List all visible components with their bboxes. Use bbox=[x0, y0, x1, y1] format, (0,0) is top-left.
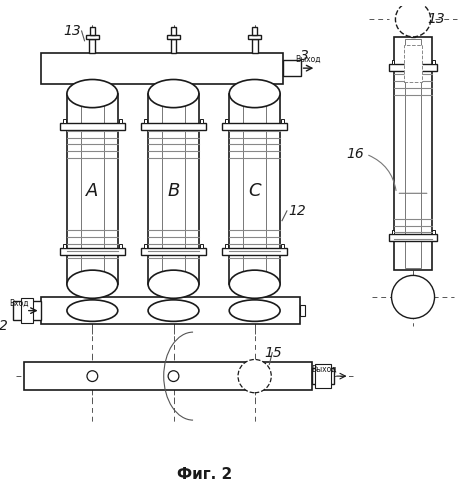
Bar bbox=[251, 39, 257, 52]
Bar bbox=[431, 60, 434, 64]
Text: B: B bbox=[167, 182, 179, 200]
Bar bbox=[81, 96, 104, 282]
Circle shape bbox=[249, 370, 259, 382]
Bar bbox=[403, 44, 421, 82]
Ellipse shape bbox=[229, 300, 279, 322]
Ellipse shape bbox=[67, 300, 118, 322]
Bar bbox=[144, 119, 147, 123]
Ellipse shape bbox=[229, 270, 279, 298]
Bar bbox=[315, 364, 330, 388]
Bar bbox=[40, 52, 282, 84]
Bar bbox=[63, 244, 66, 248]
Bar bbox=[248, 35, 261, 39]
Text: 3: 3 bbox=[299, 50, 308, 64]
Bar bbox=[21, 298, 33, 324]
Bar bbox=[410, 29, 415, 37]
Bar bbox=[119, 244, 121, 248]
Bar bbox=[119, 119, 121, 123]
Bar bbox=[24, 362, 312, 390]
Bar bbox=[63, 119, 66, 123]
FancyArrowPatch shape bbox=[368, 156, 395, 190]
Text: C: C bbox=[248, 182, 260, 200]
Bar bbox=[171, 27, 176, 35]
Bar bbox=[148, 94, 198, 284]
Text: 16: 16 bbox=[346, 147, 363, 161]
Bar bbox=[225, 244, 228, 248]
Bar bbox=[222, 248, 287, 255]
Bar bbox=[89, 27, 95, 35]
Circle shape bbox=[395, 2, 430, 37]
Bar bbox=[299, 305, 304, 316]
Bar bbox=[282, 60, 300, 76]
Bar bbox=[312, 368, 333, 384]
Bar bbox=[252, 27, 257, 35]
Bar bbox=[13, 301, 40, 320]
Bar bbox=[170, 39, 176, 52]
Circle shape bbox=[168, 370, 178, 382]
Bar bbox=[404, 39, 420, 268]
Ellipse shape bbox=[67, 270, 118, 298]
Ellipse shape bbox=[148, 300, 198, 322]
Text: A: A bbox=[86, 182, 99, 200]
Bar bbox=[85, 35, 99, 39]
Text: 13: 13 bbox=[427, 12, 445, 26]
Bar bbox=[162, 96, 185, 282]
Bar bbox=[60, 248, 124, 255]
Text: Выход: Выход bbox=[311, 365, 336, 374]
Bar bbox=[388, 234, 436, 241]
Bar bbox=[141, 248, 205, 255]
Bar bbox=[222, 123, 287, 130]
Circle shape bbox=[238, 360, 271, 392]
Bar bbox=[431, 230, 434, 234]
Bar bbox=[40, 297, 299, 324]
Bar bbox=[225, 119, 228, 123]
Bar bbox=[407, 24, 418, 29]
Circle shape bbox=[87, 370, 98, 382]
Bar bbox=[67, 94, 118, 284]
Bar bbox=[280, 119, 283, 123]
Ellipse shape bbox=[148, 80, 198, 108]
Bar bbox=[388, 64, 436, 71]
Bar bbox=[60, 123, 124, 130]
Bar bbox=[199, 244, 202, 248]
Bar bbox=[141, 123, 205, 130]
Ellipse shape bbox=[148, 270, 198, 298]
Bar bbox=[89, 39, 95, 52]
Bar bbox=[391, 230, 394, 234]
Circle shape bbox=[391, 276, 434, 318]
Bar bbox=[229, 94, 279, 284]
Bar bbox=[391, 60, 394, 64]
Ellipse shape bbox=[229, 80, 279, 108]
Text: Вход: Вход bbox=[9, 298, 29, 308]
Bar bbox=[144, 244, 147, 248]
Text: 2: 2 bbox=[0, 320, 8, 334]
Text: Выход: Выход bbox=[295, 55, 320, 64]
Text: 12: 12 bbox=[288, 204, 305, 218]
Bar bbox=[280, 244, 283, 248]
Text: Фиг. 2: Фиг. 2 bbox=[177, 468, 232, 482]
Bar bbox=[166, 35, 180, 39]
Bar bbox=[243, 96, 266, 282]
Bar bbox=[394, 37, 431, 270]
Text: 15: 15 bbox=[264, 346, 282, 360]
Ellipse shape bbox=[67, 80, 118, 108]
Bar bbox=[199, 119, 202, 123]
Bar bbox=[410, 18, 414, 25]
Text: 13: 13 bbox=[63, 24, 80, 38]
